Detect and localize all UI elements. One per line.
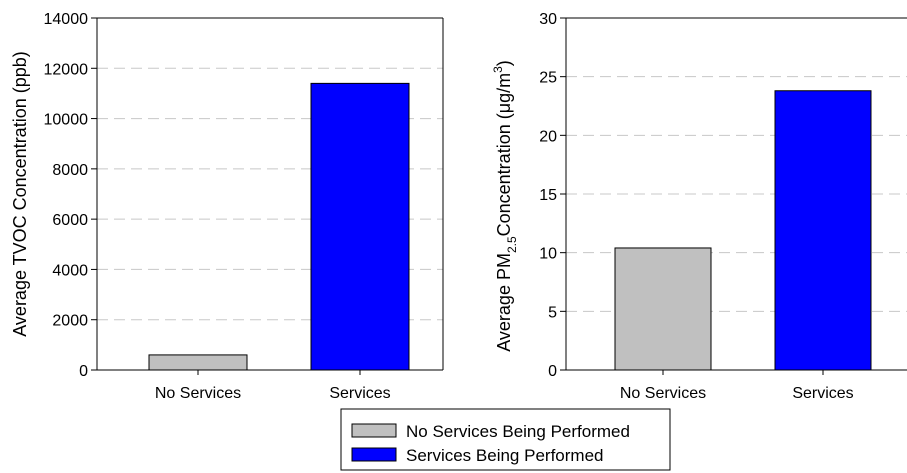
legend-box	[340, 408, 671, 471]
pm25-ytick-label: 5	[548, 304, 557, 321]
tvoc-ytick-label: 14000	[44, 11, 89, 28]
pm25-xtick-label: No Services	[620, 385, 706, 402]
legend: No Services Being Performed Services Bei…	[340, 408, 671, 471]
tvoc-y-axis-title: Average TVOC Concentration (ppb)	[10, 51, 30, 337]
tvoc-bar-no-services	[148, 354, 248, 371]
pm25-ytick-label: 20	[539, 128, 557, 145]
tvoc-ytick-label: 8000	[52, 162, 88, 179]
tvoc-chart-panel: 0 2000 4000 6000 8000 10000 12000 14000 No Servi…	[10, 11, 444, 402]
pm25-ytick-label: 10	[539, 246, 557, 263]
tvoc-ytick-label: 0	[79, 363, 88, 380]
tvoc-ytick-label: 6000	[52, 212, 88, 229]
pm25-bar-services	[774, 90, 872, 371]
tvoc-ytick-label: 12000	[44, 61, 89, 78]
pm25-ytick-label: 30	[539, 11, 557, 28]
legend-label-no-services: No Services Being Performed	[406, 422, 630, 441]
pm25-xtick-label: Services	[792, 385, 853, 402]
tvoc-bar-services	[310, 82, 410, 371]
tvoc-xtick-label: No Services	[155, 385, 241, 402]
tvoc-ytick-label: 2000	[52, 313, 88, 330]
pm25-y-axis-title: Average PM2.5Concentration (μg/m3)	[491, 60, 519, 352]
pm25-chart-panel: 0 5 10 15 20 25 30 No Services Services Average P…	[491, 11, 907, 402]
tvoc-ytick-label: 4000	[52, 262, 88, 279]
pm25-bar-no-services	[614, 247, 712, 371]
pm25-ytick-label: 25	[539, 70, 557, 87]
pm25-ytick-label: 0	[548, 363, 557, 380]
legend-swatch-services	[351, 447, 397, 462]
legend-label-services: Services Being Performed	[406, 446, 603, 465]
legend-swatch-no-services	[351, 423, 397, 438]
tvoc-ytick-label: 10000	[44, 112, 89, 129]
tvoc-xtick-label: Services	[329, 385, 390, 402]
pm25-ytick-label: 15	[539, 187, 557, 204]
